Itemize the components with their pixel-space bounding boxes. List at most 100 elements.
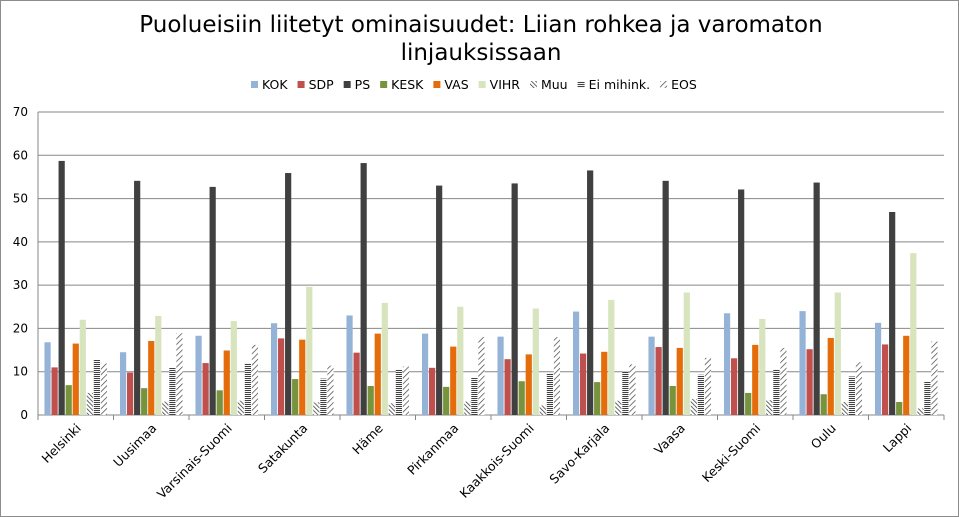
bar-kesk-lappi (896, 402, 903, 415)
x-category-label: Uusimaa (110, 421, 159, 470)
x-category-label: Oulu (808, 421, 839, 452)
y-tick-label: 50 (13, 192, 28, 206)
bar-vihr-oulu (834, 292, 841, 415)
bar-sdp-satakunta (278, 338, 285, 415)
bar-vihr-pirkanmaa (457, 306, 464, 415)
bar-vas-helsinki (72, 343, 79, 415)
bar-eos-häme (402, 366, 410, 415)
bar-muu-keski-suomi (766, 400, 773, 415)
bar-ei-mihink-kaakkois-suomi (546, 373, 553, 415)
legend-swatch-sdp (297, 81, 305, 88)
bar-eos-lappi (931, 341, 938, 415)
bar-vas-keski-suomi (752, 344, 759, 415)
bar-sdp-savo-karjala (580, 353, 587, 415)
bar-vas-varsinais-suomi (223, 350, 230, 415)
bar-sdp-pirkanmaa (429, 367, 436, 415)
bar-eos-kaakkois-suomi (553, 337, 561, 415)
x-category-label: Varsinais-Suomi (154, 421, 235, 502)
bar-kok-kaakkois-suomi (497, 336, 504, 415)
x-category-label: Häme (349, 420, 386, 457)
bar-ps-vaasa (662, 180, 669, 415)
bar-eos-varsinais-suomi (251, 344, 259, 415)
bar-kok-lappi (874, 322, 882, 415)
bar-sdp-lappi (882, 344, 889, 415)
bar-vas-savo-karjala (601, 351, 608, 415)
bar-muu-helsinki (86, 392, 93, 415)
bar-sdp-helsinki (51, 367, 58, 415)
legend-label-muu: Muu (541, 77, 568, 92)
bar-eos-satakunta (327, 365, 334, 415)
bar-vihr-häme (381, 302, 388, 415)
bar-ps-kaakkois-suomi (511, 183, 518, 415)
bar-ps-keski-suomi (738, 189, 745, 415)
bar-ei-mihink-lappi (924, 381, 931, 415)
bar-kesk-pirkanmaa (443, 386, 450, 415)
bar-vihr-savo-karjala (608, 299, 615, 415)
bar-ei-mihink-vaasa (697, 374, 704, 415)
bar-kesk-vaasa (669, 385, 676, 415)
legend-label-vas: VAS (444, 77, 468, 92)
axes: 0 10 20 30 40 50 60 70 Helsinki UusimaaVarsinais-… (13, 105, 945, 502)
bar-ei-mihink-keski-suomi (773, 369, 780, 415)
bar-kok-uusimaa (119, 352, 127, 415)
bar-sdp-uusimaa (127, 372, 134, 415)
bar-ei-mihink-varsinais-suomi (244, 363, 251, 415)
bar-ei-mihink-savo-karjala (622, 371, 629, 415)
bar-vas-kaakkois-suomi (525, 354, 532, 415)
bar-vas-häme (374, 333, 381, 415)
legend-swatch-ei-mihink (577, 81, 585, 88)
bar-muu-satakunta (313, 402, 320, 415)
bar-kesk-savo-karjala (594, 382, 601, 415)
bar-vihr-helsinki (79, 319, 86, 415)
bar-kok-oulu (799, 311, 806, 415)
bar-kok-häme (346, 315, 353, 415)
bar-ps-pirkanmaa (436, 185, 443, 415)
bar-sdp-vaasa (655, 347, 662, 415)
bar-vihr-vaasa (683, 292, 690, 415)
bar-eos-oulu (855, 362, 863, 415)
bar-kesk-häme (367, 385, 374, 415)
legend-swatch-vas (433, 81, 441, 88)
bar-kok-varsinais-suomi (195, 335, 202, 415)
y-tick-label: 40 (13, 235, 28, 249)
bar-vihr-varsinais-suomi (230, 321, 237, 415)
legend-swatch-eos (660, 81, 668, 88)
x-category-label: Lappi (880, 421, 915, 456)
y-tick-label: 60 (13, 148, 28, 162)
legend: KOK SDP PS KESK VAS VIHR Muu Ei mihink. EOS (251, 77, 697, 92)
x-category-label: Satakunta (255, 421, 310, 476)
y-tick-label: 20 (13, 321, 28, 335)
bar-ei-mihink-häme (395, 369, 402, 415)
bar-ps-varsinais-suomi (209, 186, 216, 415)
bar-sdp-oulu (806, 349, 813, 415)
bar-vas-lappi (903, 335, 910, 415)
bar-sdp-kaakkois-suomi (504, 359, 511, 415)
bar-eos-uusimaa (176, 333, 183, 415)
x-category-label: Pirkanmaa (404, 421, 461, 478)
legend-label-kesk: KESK (391, 77, 424, 92)
bar-ps-satakunta (285, 173, 292, 415)
x-category-label: Vaasa (651, 421, 688, 458)
legend-swatch-muu (529, 81, 537, 88)
bar-ps-savo-karjala (587, 170, 594, 415)
bar-vas-vaasa (676, 347, 683, 415)
bar-vihr-satakunta (306, 286, 313, 415)
bar-kesk-kaakkois-suomi (518, 381, 525, 415)
bar-ps-lappi (889, 211, 896, 415)
bar-kok-vaasa (648, 336, 655, 415)
bar-vihr-keski-suomi (759, 318, 766, 415)
y-tick-label: 10 (13, 365, 28, 379)
y-tick-label: 30 (13, 278, 28, 292)
bar-eos-savo-karjala (629, 364, 636, 415)
bar-vihr-kaakkois-suomi (532, 308, 539, 415)
bar-ei-mihink-oulu (848, 376, 855, 415)
bar-ps-häme (360, 163, 367, 415)
bar-vas-uusimaa (148, 340, 155, 415)
legend-label-sdp: SDP (309, 77, 335, 92)
bar-vas-pirkanmaa (450, 346, 457, 415)
bar-ps-uusimaa (134, 180, 141, 415)
bar-muu-lappi (917, 408, 924, 415)
bar-muu-vaasa (690, 398, 697, 415)
bar-muu-oulu (841, 402, 848, 415)
